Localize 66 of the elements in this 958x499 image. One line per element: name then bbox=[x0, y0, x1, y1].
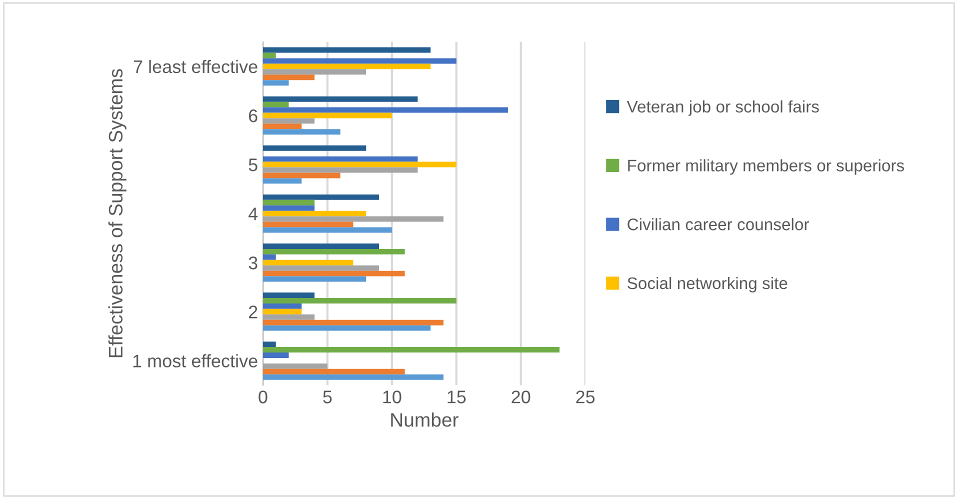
bar bbox=[262, 162, 456, 168]
y-tick-label: 7 least effective bbox=[134, 60, 258, 74]
y-tick-label: 3 bbox=[248, 256, 258, 270]
bar bbox=[262, 112, 392, 118]
bar bbox=[262, 352, 289, 358]
x-tick-label: 25 bbox=[576, 390, 595, 404]
x-tick-label: 5 bbox=[323, 390, 332, 404]
bar bbox=[262, 96, 418, 102]
bar bbox=[262, 156, 418, 162]
bar bbox=[262, 58, 456, 64]
bar bbox=[262, 243, 380, 249]
bar bbox=[262, 124, 302, 130]
bar bbox=[262, 254, 276, 260]
legend-label: Veteran job or school fairs bbox=[626, 100, 819, 116]
bar bbox=[262, 308, 302, 314]
bar bbox=[262, 363, 328, 369]
bar bbox=[262, 303, 302, 309]
bar bbox=[262, 298, 456, 304]
bar bbox=[262, 178, 302, 184]
bar bbox=[262, 47, 431, 53]
bar bbox=[262, 325, 431, 331]
bar bbox=[262, 210, 366, 216]
y-axis-title: Effectiveness of Support Systems bbox=[108, 69, 126, 358]
bar bbox=[262, 167, 418, 173]
y-tick-label: 4 bbox=[248, 208, 258, 220]
y-tick-label: 2 bbox=[248, 306, 258, 318]
bar bbox=[262, 80, 289, 86]
bar bbox=[262, 102, 289, 108]
y-tick-label: 5 bbox=[248, 158, 258, 172]
x-tick-label: 0 bbox=[258, 390, 268, 404]
bar bbox=[262, 374, 444, 380]
bar bbox=[262, 172, 340, 178]
bar bbox=[262, 276, 366, 282]
bar bbox=[262, 260, 354, 266]
bar bbox=[262, 248, 405, 254]
x-tick-label: 20 bbox=[512, 390, 530, 404]
x-tick-label: 10 bbox=[383, 390, 402, 404]
bar bbox=[262, 64, 431, 70]
bar bbox=[262, 52, 276, 58]
x-axis-title: Number bbox=[391, 412, 458, 427]
bar bbox=[262, 342, 276, 348]
bar bbox=[262, 118, 315, 124]
legend-label: Former military members or superiors bbox=[628, 159, 904, 175]
bar bbox=[262, 320, 444, 326]
bar bbox=[262, 292, 315, 298]
bar bbox=[262, 200, 315, 206]
bar bbox=[262, 368, 405, 374]
bar bbox=[262, 129, 340, 135]
bar bbox=[262, 314, 315, 320]
bar bbox=[262, 107, 508, 113]
x-tick-label: 15 bbox=[448, 390, 466, 404]
bar bbox=[262, 74, 315, 80]
legend-label: Social networking site bbox=[628, 276, 788, 292]
legend-label: Civilian career counselor bbox=[628, 218, 809, 230]
bar bbox=[262, 145, 366, 151]
bar bbox=[262, 227, 392, 233]
y-tick-label: 1 most effective bbox=[133, 354, 258, 368]
bar bbox=[262, 69, 366, 75]
bar bbox=[262, 216, 444, 222]
bar bbox=[262, 205, 315, 211]
bar bbox=[262, 194, 380, 200]
bar bbox=[262, 265, 380, 271]
bar bbox=[262, 222, 354, 228]
y-tick-label: 6 bbox=[248, 109, 258, 122]
bar bbox=[262, 347, 560, 353]
bar bbox=[262, 270, 405, 276]
